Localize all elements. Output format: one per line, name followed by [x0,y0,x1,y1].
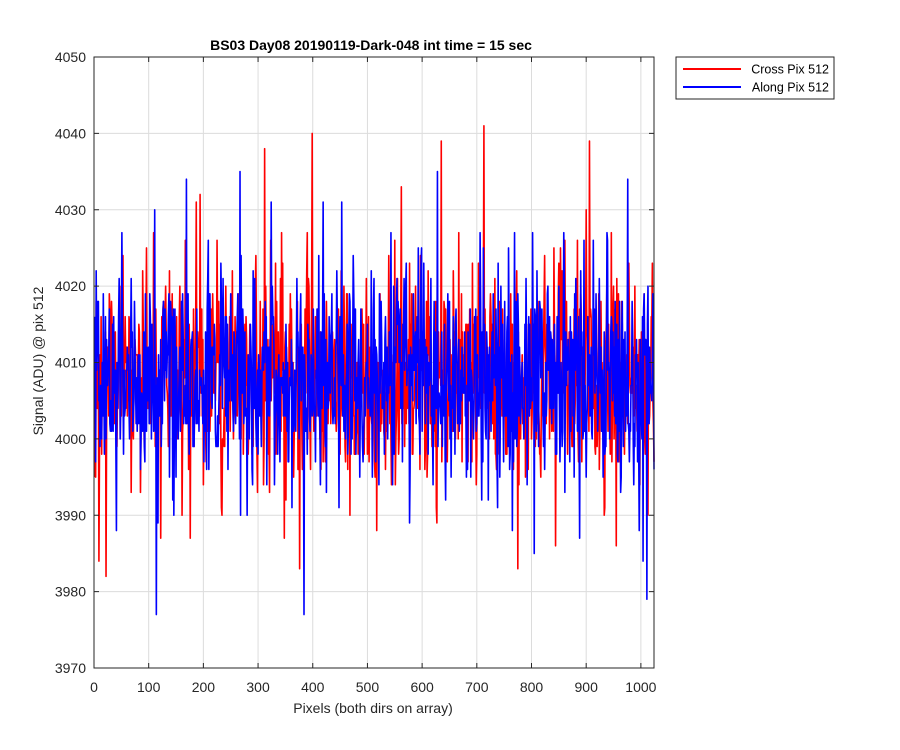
y-tick-label: 4050 [55,49,86,65]
chart-title: BS03 Day08 20190119-Dark-048 int time = … [210,37,532,53]
x-tick-label: 500 [356,679,380,695]
x-tick-label: 1000 [625,679,656,695]
y-tick-label: 4000 [55,431,86,447]
legend-label-cross: Cross Pix 512 [751,63,829,77]
x-tick-label: 200 [192,679,216,695]
x-axis-label: Pixels (both dirs on array) [293,700,453,716]
y-tick-label: 3990 [55,507,86,523]
x-tick-label: 400 [301,679,325,695]
y-tick-label: 3980 [55,584,86,600]
y-tick-label: 3970 [55,660,86,676]
y-tick-label: 4020 [55,278,86,294]
x-tick-label: 0 [90,679,98,695]
x-tick-label: 600 [410,679,434,695]
y-tick-label: 4010 [55,355,86,371]
x-tick-label: 700 [465,679,489,695]
y-axis-label: Signal (ADU) @ pix 512 [30,286,46,435]
tick-labels: 0 100 200 300 400 500 600 700 800 900 1000 3970 3980… [55,49,657,695]
y-tick-label: 4040 [55,125,86,141]
series-line-along [93,170,655,616]
x-tick-label: 100 [137,679,161,695]
tick-marks [93,56,654,669]
legend: Cross Pix 512 Along Pix 512 [675,56,835,100]
x-tick-label: 800 [520,679,544,695]
legend-label-along: Along Pix 512 [752,81,829,95]
y-tick-label: 4030 [55,202,86,218]
legend-box [675,56,835,100]
x-tick-label: 300 [246,679,270,695]
x-tick-label: 900 [575,679,599,695]
data-lines [93,124,655,616]
